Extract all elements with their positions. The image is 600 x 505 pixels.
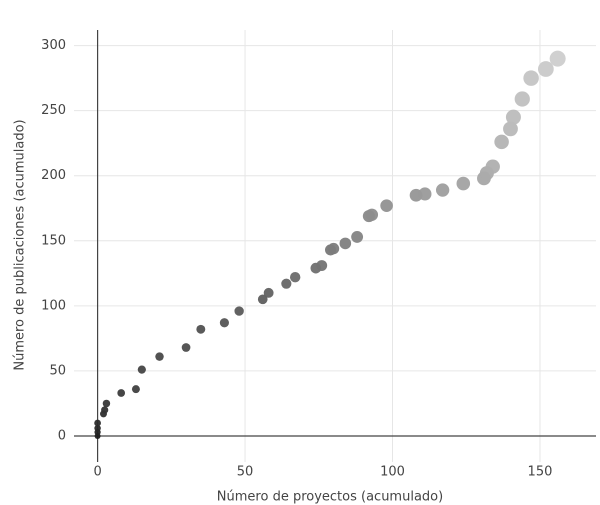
y-tick-label: 300 xyxy=(41,38,66,53)
x-tick-label: 50 xyxy=(237,465,254,480)
y-tick-label: 0 xyxy=(58,428,66,443)
y-axis-title: Número de publicaciones (acumulado) xyxy=(13,119,28,370)
point xyxy=(365,208,379,221)
point xyxy=(117,389,126,397)
point xyxy=(102,399,111,408)
point xyxy=(523,70,539,86)
point xyxy=(137,365,146,374)
point xyxy=(537,61,554,77)
y-tick-label: 50 xyxy=(49,363,66,378)
x-tick-label: 150 xyxy=(528,465,553,480)
point xyxy=(181,343,191,352)
point xyxy=(257,294,268,305)
point xyxy=(351,230,364,243)
y-tick-label: 250 xyxy=(41,103,66,118)
point xyxy=(514,91,530,107)
point xyxy=(494,134,509,150)
point xyxy=(339,237,352,250)
point xyxy=(101,406,109,414)
y-tick-label: 100 xyxy=(41,298,66,313)
point xyxy=(196,324,206,334)
point xyxy=(327,242,340,255)
point xyxy=(94,419,101,427)
point xyxy=(316,260,328,271)
point xyxy=(155,352,164,361)
x-axis-title: Número de proyectos (acumulado) xyxy=(217,490,443,505)
x-tick-label: 0 xyxy=(93,465,101,480)
y-tick-label: 150 xyxy=(41,233,66,248)
point xyxy=(234,306,244,316)
point xyxy=(281,278,292,289)
point xyxy=(94,424,101,432)
point xyxy=(435,183,450,197)
point xyxy=(549,50,566,67)
point xyxy=(380,199,393,212)
point xyxy=(505,109,521,125)
point xyxy=(485,159,500,174)
point xyxy=(503,121,518,137)
point xyxy=(456,176,471,191)
point xyxy=(418,187,432,201)
point xyxy=(219,318,229,328)
x-tick-label: 100 xyxy=(380,465,405,480)
point xyxy=(289,272,301,283)
point xyxy=(263,287,274,298)
y-tick-label: 200 xyxy=(41,168,66,183)
point xyxy=(131,385,140,394)
